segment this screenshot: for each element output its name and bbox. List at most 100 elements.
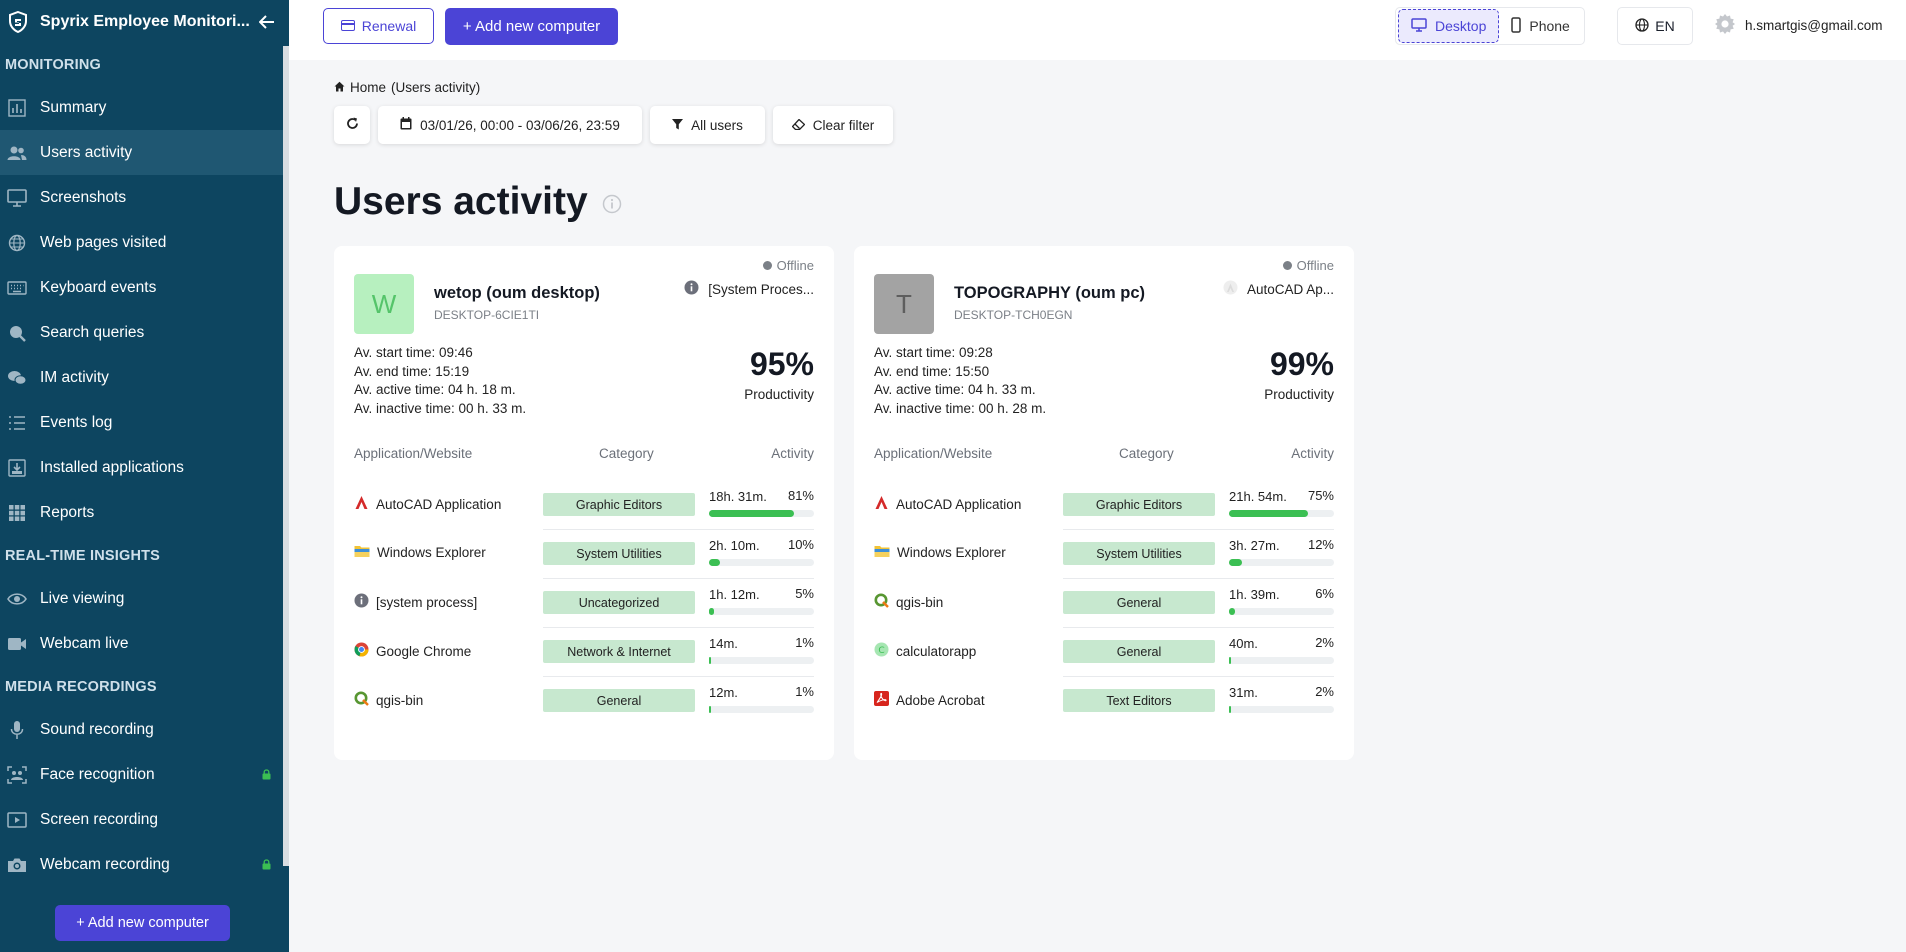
computer-host: DESKTOP-6CIE1TI [434, 308, 540, 322]
sidebar-item-reports[interactable]: Reports [0, 490, 283, 535]
computer-card[interactable]: Offline T TOPOGRAPHY (oum pc) DESKTOP-TCH0E… [854, 246, 1354, 760]
current-app: AutoCAD Ap... [1223, 280, 1334, 298]
play-screen-icon [7, 810, 27, 830]
app-name: Google Chrome [376, 643, 472, 659]
activity-time: 21h. 54m. [1229, 489, 1287, 504]
app-cell: Windows Explorer [354, 544, 486, 561]
video-icon [7, 634, 27, 654]
table-row: Google Chrome Network & Internet 14m. 1% [354, 633, 814, 682]
info-circle-icon[interactable] [602, 180, 622, 224]
category-badge: Uncategorized [543, 591, 695, 614]
activity-progress-fill [1229, 657, 1232, 664]
category-badge: General [1063, 640, 1215, 663]
bar-chart-icon [7, 98, 27, 118]
language-button[interactable]: EN [1617, 7, 1693, 45]
clear-filter-button[interactable]: Clear filter [773, 106, 893, 144]
sidebar-section-heading: REAL-TIME INSIGHTS [5, 547, 161, 564]
breadcrumb-home-link[interactable]: Home [350, 80, 387, 95]
activity-cell: 3h. 27m. 12% [1229, 537, 1334, 566]
sidebar-item-label: Search queries [40, 323, 145, 341]
camera-icon [7, 855, 27, 875]
activity-percent: 10% [787, 537, 814, 552]
productivity: 99% Productivity [1264, 346, 1334, 402]
phone-toggle[interactable]: Phone [1499, 9, 1581, 43]
sidebar-item-installed-applications[interactable]: Installed applications [0, 445, 283, 490]
app-name: Adobe Acrobat [896, 692, 985, 708]
activity-cell: 14m. 1% [709, 635, 814, 664]
date-range-button[interactable]: 03/01/26, 00:00 - 03/06/26, 23:59 [378, 106, 642, 144]
sidebar-item-webcam-recording[interactable]: Webcam recording [0, 842, 283, 887]
sidebar-item-label: Events log [40, 413, 113, 431]
current-app: [System Proces... [684, 280, 814, 298]
time-stats: Av. start time: 09:46 Av. end time: 15:19… [354, 344, 526, 418]
sidebar-item-screenshots[interactable]: Screenshots [0, 175, 283, 220]
autocad-icon [874, 495, 889, 513]
sidebar-item-webcam-live[interactable]: Webcam live [0, 621, 283, 666]
clear-filter-label: Clear filter [812, 117, 875, 133]
user-menu[interactable]: h.smartgis@gmail.com [1713, 12, 1883, 39]
sidebar-item-web-pages-visited[interactable]: Web pages visited [0, 220, 283, 265]
sidebar-item-keyboard-events[interactable]: Keyboard events [0, 265, 283, 310]
sidebar: Spyrix Employee Monitori... MONITORING Su… [0, 0, 289, 952]
category-badge: System Utilities [543, 542, 695, 565]
sidebar-item-screen-recording[interactable]: Screen recording [0, 797, 283, 842]
sidebar-item-im-activity[interactable]: IM activity [0, 355, 283, 400]
productivity-label: Productivity [1264, 387, 1334, 402]
desktop-toggle[interactable]: Desktop [1398, 9, 1500, 43]
time-stat-line: Av. active time: 04 h. 18 m. [354, 382, 516, 397]
calculator-icon: C [874, 642, 889, 660]
page-title-text: Users activity [334, 180, 588, 223]
top-bar: Renewal + Add new computer Desktop Phone… [289, 0, 1906, 60]
users-filter-button[interactable]: All users [650, 106, 765, 144]
category-badge: Graphic Editors [543, 493, 695, 516]
activity-percent: 1% [795, 635, 814, 650]
status-dot [1282, 261, 1292, 270]
refresh-button[interactable] [334, 106, 370, 144]
eraser-icon [791, 118, 806, 133]
activity-cell: 1h. 39m. 6% [1229, 586, 1334, 615]
app-title: Spyrix Employee Monitori... [40, 13, 250, 30]
sidebar-item-search-queries[interactable]: Search queries [0, 310, 283, 355]
add-new-computer-button[interactable]: + Add new computer [445, 8, 618, 45]
activity-progress-fill [709, 559, 720, 566]
sidebar-item-label: Keyboard events [40, 278, 157, 296]
qgis-icon [874, 593, 889, 611]
status-text: Offline [776, 258, 814, 273]
category-badge: Network & Internet [543, 640, 695, 663]
sidebar-item-users-activity[interactable]: Users activity [0, 130, 283, 175]
sidebar-item-live-viewing[interactable]: Live viewing [0, 576, 283, 621]
collapse-sidebar-arrow-icon[interactable] [253, 8, 281, 36]
sidebar-item-label: Live viewing [40, 589, 125, 607]
sidebar-section-heading: MEDIA RECORDINGS [5, 678, 157, 695]
activity-time: 12m. [709, 685, 738, 700]
row-divider [1063, 578, 1334, 579]
time-stat-line: Av. inactive time: 00 h. 28 m. [874, 400, 1047, 416]
sidebar-add-computer-button[interactable]: + Add new computer [55, 905, 230, 941]
breadcrumb: Home (Users activity) [334, 80, 480, 95]
sidebar-item-face-recognition[interactable]: Face recognition [0, 752, 283, 797]
sidebar-item-events-log[interactable]: Events log [0, 400, 283, 445]
computer-name[interactable]: wetop (oum desktop) [434, 284, 600, 302]
sidebar-item-summary[interactable]: Summary [0, 85, 283, 130]
user-email: h.smartgis@gmail.com [1745, 18, 1883, 33]
lock-icon [262, 767, 271, 785]
productivity-percent: 95% [749, 346, 814, 382]
activity-progress-fill [1229, 706, 1232, 713]
computer-name[interactable]: TOPOGRAPHY (oum pc) [954, 284, 1145, 302]
sidebar-item-label: IM activity [40, 368, 109, 386]
row-divider [1063, 529, 1334, 530]
table-row: Adobe Acrobat Text Editors 31m. 2% [874, 682, 1334, 731]
renewal-button[interactable]: Renewal [323, 8, 434, 44]
app-cell: [system process] [354, 593, 477, 611]
app-name: AutoCAD Application [376, 496, 502, 512]
header-activity: Activity [771, 446, 814, 461]
gear-icon [1713, 12, 1737, 39]
time-stats: Av. start time: 09:28 Av. end time: 15:50… [874, 344, 1046, 418]
sidebar-item-sound-recording[interactable]: Sound recording [0, 707, 283, 752]
category-badge: General [1063, 591, 1215, 614]
table-row: AutoCAD Application Graphic Editors 18h. 3… [354, 486, 814, 535]
app-name: [system process] [376, 594, 478, 610]
activity-progress-fill [709, 510, 795, 517]
shield-logo-icon [8, 10, 28, 34]
